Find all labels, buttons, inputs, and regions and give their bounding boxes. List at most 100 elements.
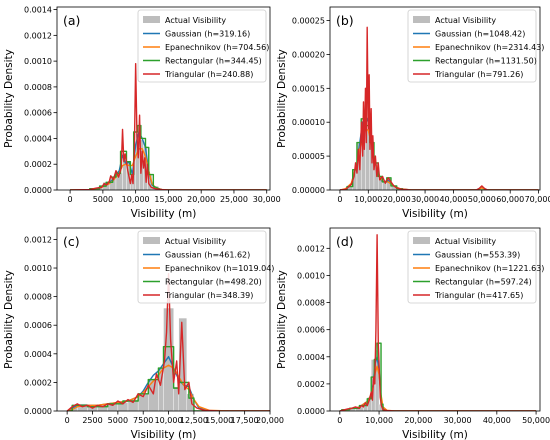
legend-entry: Rectangular (h=1131.50) (435, 57, 537, 66)
legend-entry: Triangular (h=240.88) (164, 70, 253, 79)
x-axis-label: Visibility (m) (402, 208, 468, 220)
x-tick-label: 50,000 (468, 195, 496, 204)
chart-panel-1: 0 10,000 20,000 30,000 40,000 50,000 60,000 70,… (276, 6, 550, 220)
legend-entry: Triangular (h=791.26) (434, 70, 523, 79)
x-tick-label: 17,500 (231, 416, 259, 425)
x-tick-label: 0 (337, 416, 342, 425)
x-tick-label: 20,000 (256, 416, 284, 425)
series-line-rectangular (70, 124, 267, 190)
axes-frame (56, 227, 271, 412)
y-tick-label: 0.00000 (292, 186, 325, 195)
x-tick-label: 0 (65, 416, 70, 425)
y-tick-label: 0.0010 (297, 271, 325, 280)
legend-box (137, 9, 267, 83)
legend-box (407, 230, 537, 304)
panel-label: (a) (63, 13, 80, 28)
y-tick-label: 0.0006 (24, 321, 52, 330)
legend-entry: Gaussian (h=319.16) (165, 30, 250, 39)
y-tick-label: 0.0006 (24, 109, 52, 118)
series-line-gaussian (70, 131, 267, 190)
legend-entry: Triangular (h=348.39) (164, 291, 253, 300)
x-tick-label: 0 (68, 195, 73, 204)
series-line-triangular (339, 26, 539, 190)
series-line-triangular (70, 63, 267, 190)
axes-frame (329, 6, 541, 191)
legend-entry: Epanechnikov (h=2314.43) (435, 43, 544, 52)
y-tick-label: 0.00010 (292, 118, 325, 127)
legend-entry: Actual Visibility (165, 16, 226, 25)
legend: Actual Visibility Gaussian (h=461.62) Epan… (137, 230, 274, 304)
x-tick-label: 2500 (82, 416, 102, 425)
series-line-epanechnikov (70, 148, 267, 190)
chart-panel-3: 0 10,000 20,000 30,000 40,000 50,000 0.0000 0.0… (276, 227, 550, 440)
y-tick-label: 0.00020 (292, 50, 325, 59)
y-tick-label: 0.0012 (297, 244, 325, 253)
y-tick-label: 0.0014 (24, 6, 52, 15)
y-tick-label: 0.0000 (24, 186, 52, 195)
legend-entry: Gaussian (h=461.62) (165, 251, 250, 260)
histogram-bar (178, 317, 188, 411)
y-tick-label: 0.00005 (292, 152, 325, 161)
y-tick-label: 0.0008 (24, 83, 52, 92)
histogram (72, 307, 195, 411)
x-tick-label: 70,000 (525, 195, 550, 204)
legend-entry: Gaussian (h=553.39) (435, 251, 520, 260)
x-tick-label: 15,000 (154, 195, 182, 204)
legend-swatch-histogram (143, 16, 160, 23)
panel-label: (b) (336, 13, 354, 28)
y-axis-label: Probability Density (3, 49, 15, 148)
legend-entry: Gaussian (h=1048.42) (435, 30, 525, 39)
x-tick-label: 12,500 (180, 416, 208, 425)
chart-panel-2: 0 2500 5000 7500 10,00012,50015,00017,50020,… (3, 227, 284, 440)
x-tick-label: 10,000 (122, 195, 150, 204)
y-axis-label: Probability Density (276, 270, 288, 369)
series-lines (339, 26, 539, 190)
y-tick-label: 0.0012 (24, 31, 52, 40)
series-lines (70, 63, 267, 190)
legend-entry: Triangular (h=417.65) (434, 291, 523, 300)
legend-swatch-histogram (143, 237, 160, 244)
x-tick-label: 60,000 (496, 195, 524, 204)
x-tick-label: 25,000 (220, 195, 248, 204)
y-tick-label: 0.0002 (24, 378, 52, 387)
y-tick-label: 0.0008 (297, 299, 325, 308)
y-tick-label: 0.00025 (292, 17, 325, 26)
legend-entry: Epanechnikov (h=1019.04) (165, 264, 274, 273)
axes-frame (56, 6, 271, 191)
legend-swatch-histogram (413, 237, 430, 244)
series-line-triangular (339, 234, 537, 411)
x-tick-label: 0 (337, 195, 342, 204)
x-tick-label: 15,000 (205, 416, 233, 425)
x-tick-label: 10,000 (354, 195, 382, 204)
legend-entry: Rectangular (h=498.20) (165, 278, 262, 287)
legend: Actual Visibility Gaussian (h=553.39) Epan… (407, 230, 544, 304)
y-tick-label: 0.0002 (297, 380, 325, 389)
x-tick-label: 5000 (93, 195, 113, 204)
panel-label: (c) (63, 234, 80, 249)
y-axis-label: Probability Density (276, 49, 288, 148)
y-tick-label: 0.0004 (297, 353, 325, 362)
legend-entry: Actual Visibility (435, 237, 496, 246)
series-line-rectangular (339, 342, 537, 411)
legend-entry: Actual Visibility (435, 16, 496, 25)
legend: Actual Visibility Gaussian (h=319.16) Epan… (137, 9, 269, 83)
axes-frame (329, 227, 541, 412)
y-tick-label: 0.0012 (24, 235, 52, 244)
y-tick-label: 0.0004 (24, 350, 52, 359)
x-tick-label: 20,000 (404, 416, 432, 425)
legend: Actual Visibility Gaussian (h=1048.42) Epa… (407, 9, 544, 83)
x-tick-label: 7500 (133, 416, 153, 425)
legend-entry: Rectangular (h=597.24) (435, 278, 532, 287)
series-line-triangular (66, 273, 270, 411)
legend-swatch-histogram (413, 16, 430, 23)
x-tick-label: 20,000 (187, 195, 215, 204)
x-tick-label: 30,000 (411, 195, 439, 204)
y-tick-label: 0.0000 (24, 407, 52, 416)
legend-entry: Actual Visibility (165, 237, 226, 246)
x-axis-label: Visibility (m) (402, 429, 468, 440)
legend-entry: Epanechnikov (h=1221.63) (435, 264, 544, 273)
y-tick-label: 0.0002 (24, 160, 52, 169)
series-lines (66, 273, 270, 411)
panel-label: (d) (336, 234, 354, 249)
